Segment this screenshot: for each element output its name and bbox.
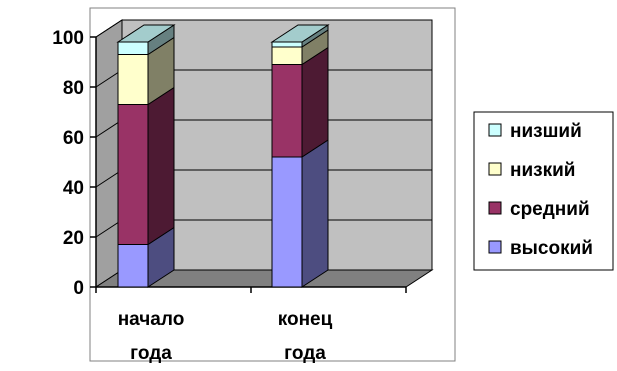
y-tick-label-80: 80 [63, 78, 84, 99]
bar-0-2 [118, 55, 148, 105]
bar-side-0-1 [148, 88, 174, 245]
bar-1-3 [272, 42, 302, 47]
legend-swatch-1 [489, 163, 501, 175]
bar-0-0 [118, 245, 148, 288]
bar-0-3 [118, 42, 148, 55]
legend-label-2: средний [510, 199, 590, 220]
legend-swatch-3 [489, 241, 501, 253]
legend-swatch-0 [489, 124, 501, 136]
bar-side-1-0 [302, 140, 328, 287]
bar-1-2 [272, 47, 302, 65]
y-tick-label-60: 60 [63, 128, 84, 149]
legend-swatch-2 [489, 202, 501, 214]
x-category-label-0-1: года [130, 343, 172, 364]
legend-label-0: низший [510, 121, 582, 142]
legend-label-1: низкий [510, 160, 575, 181]
x-category-label-0-0: начало [118, 309, 185, 330]
legend-label-3: высокий [510, 238, 593, 259]
y-tick-label-20: 20 [63, 228, 84, 249]
bar-1-1 [272, 65, 302, 158]
y-tick-label-0: 0 [73, 278, 84, 299]
bar-1-0 [272, 157, 302, 287]
x-category-label-1-1: года [284, 343, 326, 364]
y-tick-label-100: 100 [52, 28, 84, 49]
bar-0-1 [118, 105, 148, 245]
bar-side-1-1 [302, 48, 328, 158]
y-tick-label-40: 40 [63, 178, 84, 199]
x-category-label-1-0: конец [278, 309, 333, 330]
